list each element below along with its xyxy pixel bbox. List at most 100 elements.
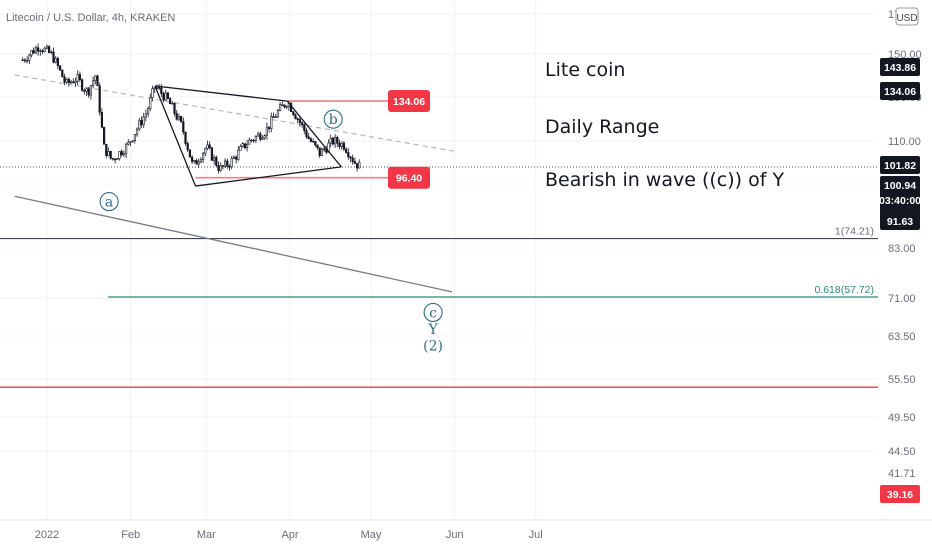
- level-label: 0.618(57.72): [814, 284, 874, 296]
- x-axis: 2022 Feb Mar Apr May Jun Jul: [0, 519, 932, 541]
- candle-body: [129, 141, 132, 143]
- candle-body: [166, 92, 170, 99]
- annotation-daily-range: Daily Range: [545, 116, 659, 138]
- candle-body: [25, 60, 29, 62]
- candle-body: [213, 156, 216, 161]
- candle-body: [78, 74, 81, 80]
- candle-body: [296, 118, 299, 120]
- candle-body: [305, 130, 308, 138]
- price-tag: [880, 485, 920, 503]
- candle-body: [21, 59, 24, 62]
- y-tick-label: 71.00: [888, 293, 916, 305]
- candle-body: [109, 150, 112, 159]
- candle-body: [197, 161, 200, 165]
- candle-body: [206, 144, 209, 149]
- candle-body: [311, 141, 315, 143]
- candle-body: [58, 65, 62, 71]
- candle-body: [278, 104, 282, 111]
- candle-body: [329, 137, 332, 144]
- candle-body: [210, 147, 214, 161]
- candle-body: [336, 136, 339, 144]
- candle-body: [353, 161, 357, 164]
- x-tick-label: Mar: [197, 529, 216, 541]
- candle-body: [274, 116, 277, 118]
- candle-body: [158, 87, 161, 89]
- candle-body: [127, 141, 130, 145]
- candle-body: [81, 79, 84, 91]
- candle-body: [265, 126, 269, 136]
- candle-body: [256, 133, 260, 137]
- candle-body: [215, 156, 218, 166]
- range-level-box[interactable]: [388, 166, 430, 189]
- triangle-left-line[interactable]: [154, 85, 197, 187]
- horizontal-levels[interactable]: 1(74.21) 0.618(57.72) 134.06 96.40: [0, 90, 878, 388]
- candle-body: [228, 165, 231, 168]
- wave-circle: [99, 192, 119, 212]
- candle-body: [316, 144, 319, 149]
- range-level-box[interactable]: [388, 90, 430, 113]
- y-tick-label: 49.50: [888, 412, 916, 424]
- candle-body: [36, 47, 40, 52]
- candle-body: [28, 54, 31, 61]
- currency-label: USD: [896, 13, 917, 24]
- y-tick-label: 63.50: [888, 331, 916, 343]
- candle-body: [136, 128, 139, 135]
- candle-body: [338, 142, 341, 147]
- trendlines[interactable]: [14, 74, 455, 293]
- candle-body: [331, 137, 335, 145]
- candle-body: [169, 98, 172, 105]
- candle-body: [191, 156, 194, 162]
- candle-body: [248, 139, 251, 145]
- y-tick-label: 41.71: [888, 468, 916, 480]
- candle-body: [34, 47, 37, 54]
- level-label: 1(74.21): [835, 226, 874, 238]
- price-tag: [880, 82, 920, 100]
- candle-body: [219, 165, 222, 171]
- x-tick-label: 2022: [35, 529, 59, 541]
- chart-title: Litecoin / U.S. Dollar, 4h, KRAKEN: [6, 12, 175, 24]
- candle-body: [65, 78, 68, 83]
- solid-trendline[interactable]: [14, 195, 453, 293]
- wave-label: c: [429, 305, 437, 321]
- candle-body: [173, 103, 176, 114]
- currency-button[interactable]: USD: [895, 7, 919, 26]
- wave-label: (2): [423, 339, 443, 355]
- y-tick-label: 55.50: [888, 374, 916, 386]
- candle-body: [164, 92, 167, 101]
- candle-body: [322, 148, 326, 151]
- candle-body: [76, 74, 79, 82]
- candle-body: [333, 136, 337, 145]
- candle-body: [94, 75, 97, 82]
- candle-body: [199, 159, 203, 163]
- candle-body: [83, 89, 86, 92]
- candle-body: [309, 138, 313, 142]
- candle-body: [340, 142, 343, 147]
- candle-body: [63, 76, 66, 83]
- candle-body: [232, 156, 236, 159]
- x-tick-label: Jul: [529, 529, 543, 541]
- price-tag-value: 91.63: [887, 216, 913, 228]
- dashed-trendline[interactable]: [14, 74, 455, 152]
- candle-body: [267, 126, 271, 130]
- candle-body: [208, 144, 211, 149]
- candle-body: [355, 163, 359, 169]
- candle-body: [349, 156, 352, 159]
- triangle-upper-line[interactable]: [154, 85, 288, 102]
- triangle-pattern[interactable]: [154, 85, 342, 187]
- triangle-lower-line[interactable]: [195, 166, 342, 187]
- candle-body: [294, 114, 297, 120]
- candle-body: [133, 134, 137, 141]
- currency-button-frame[interactable]: [895, 7, 919, 26]
- candle-body: [56, 58, 59, 67]
- price-tag: [880, 156, 920, 174]
- price-tags: 143.86 134.06 101.82 100.94 03:40:00 91.63 39.…: [879, 58, 921, 503]
- price-tag: [880, 176, 920, 218]
- price-tag: [880, 212, 920, 230]
- triangle-right-line[interactable]: [286, 100, 342, 168]
- candle-body: [184, 131, 187, 144]
- candle-body: [351, 157, 354, 162]
- candle-body: [116, 158, 119, 161]
- candle-body: [303, 124, 306, 131]
- candle-body: [67, 78, 70, 83]
